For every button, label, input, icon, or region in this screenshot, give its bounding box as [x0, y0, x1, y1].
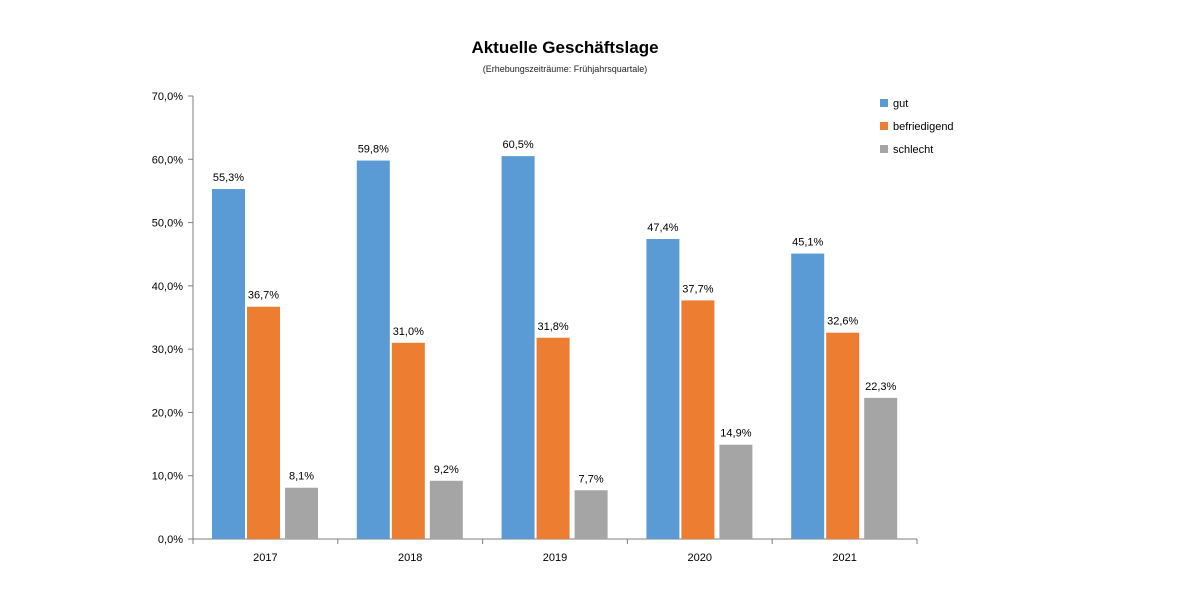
bar-schlecht-2019: [574, 490, 608, 539]
data-label: 7,7%: [579, 473, 604, 485]
bar-befriedigend-2020: [681, 300, 715, 539]
chart-subtitle: (Erhebungszeiträume: Frühjahrsquartale): [482, 64, 648, 74]
data-label: 8,1%: [289, 471, 314, 483]
bar-schlecht-2021: [864, 397, 898, 539]
y-tick-label: 0,0%: [158, 534, 183, 546]
x-tick-label: 2020: [688, 552, 712, 564]
data-label: 47,4%: [647, 222, 678, 234]
data-label: 45,1%: [792, 237, 823, 249]
data-label: 32,6%: [827, 316, 858, 328]
bar-gut-2019: [501, 156, 535, 539]
bar-schlecht-2017: [285, 487, 318, 539]
bar-gut-2020: [646, 239, 680, 540]
legend-label-befriedigend: befriedigend: [893, 121, 954, 133]
data-label: 22,3%: [865, 381, 896, 393]
bar-schlecht-2018: [429, 480, 463, 539]
y-tick-label: 50,0%: [152, 218, 183, 230]
legend-swatch-gut: [880, 99, 888, 107]
legend-label-gut: gut: [893, 98, 908, 110]
y-tick-label: 20,0%: [152, 407, 183, 419]
bar-befriedigend-2021: [826, 332, 860, 539]
data-label: 9,2%: [434, 464, 459, 476]
data-label: 31,8%: [537, 321, 568, 333]
bar-befriedigend-2019: [536, 337, 570, 539]
bar-schlecht-2020: [719, 444, 753, 539]
legend-swatch-schlecht: [880, 145, 888, 153]
data-label: 37,7%: [682, 283, 713, 295]
bar-gut-2018: [356, 160, 390, 539]
x-tick-label: 2019: [543, 552, 567, 564]
x-tick-label: 2021: [832, 552, 856, 564]
data-label: 60,5%: [502, 139, 533, 151]
x-tick-label: 2017: [253, 552, 277, 564]
bar-befriedigend-2017: [247, 306, 280, 539]
y-tick-label: 40,0%: [152, 281, 183, 293]
legend-swatch-befriedigend: [880, 122, 888, 130]
y-tick-label: 10,0%: [152, 471, 183, 483]
bar-gut-2017: [212, 189, 245, 539]
data-label: 59,8%: [358, 144, 389, 156]
bar-gut-2021: [791, 253, 825, 539]
y-tick-label: 70,0%: [152, 91, 183, 103]
bar-befriedigend-2018: [391, 342, 425, 539]
data-label: 14,9%: [720, 428, 751, 440]
chart-title: Aktuelle Geschäftslage: [471, 38, 659, 57]
y-tick-label: 60,0%: [152, 154, 183, 166]
y-tick-label: 30,0%: [152, 344, 183, 356]
data-label: 36,7%: [248, 290, 279, 302]
legend-label-schlecht: schlecht: [893, 144, 933, 156]
x-tick-label: 2018: [398, 552, 422, 564]
data-label: 55,3%: [213, 172, 244, 184]
data-label: 31,0%: [393, 326, 424, 338]
